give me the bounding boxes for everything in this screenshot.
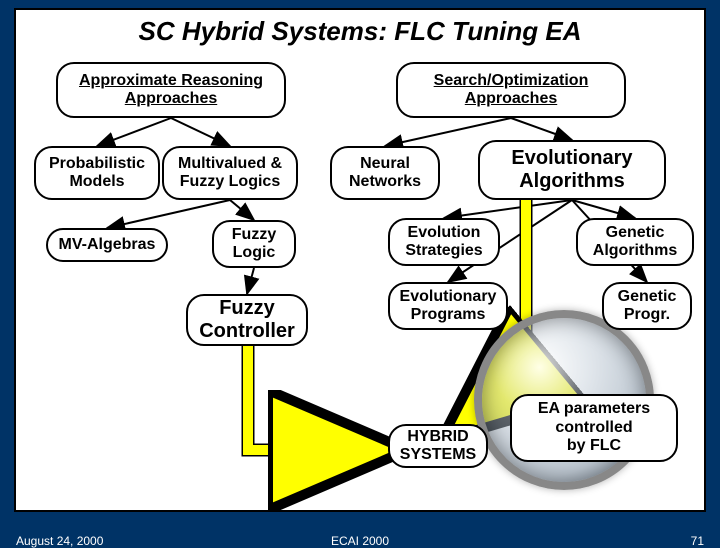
footer-page: 71 bbox=[691, 534, 704, 548]
footer-date: August 24, 2000 bbox=[16, 534, 103, 548]
node-hybrid: HYBRIDSYSTEMS bbox=[388, 424, 488, 468]
node-flogic: FuzzyLogic bbox=[212, 220, 296, 268]
node-prob: ProbabilisticModels bbox=[34, 146, 160, 200]
slide-panel: SC Hybrid Systems: FLC Tuning EA Approxi… bbox=[14, 8, 706, 512]
slide-title: SC Hybrid Systems: FLC Tuning EA bbox=[16, 10, 704, 51]
node-evostrat: EvolutionStrategies bbox=[388, 218, 500, 266]
node-multi: Multivalued &Fuzzy Logics bbox=[162, 146, 298, 200]
node-genalg: GeneticAlgorithms bbox=[576, 218, 694, 266]
node-search: Search/OptimizationApproaches bbox=[396, 62, 626, 118]
node-genprog: GeneticProgr. bbox=[602, 282, 692, 330]
node-fcontrol: FuzzyController bbox=[186, 294, 308, 346]
node-neural: NeuralNetworks bbox=[330, 146, 440, 200]
node-evoalg: EvolutionaryAlgorithms bbox=[478, 140, 666, 200]
node-eaparam: EA parameterscontrolledby FLC bbox=[510, 394, 678, 462]
node-mvalg: MV-Algebras bbox=[46, 228, 168, 262]
node-approx: Approximate ReasoningApproaches bbox=[56, 62, 286, 118]
node-evoprog: EvolutionaryPrograms bbox=[388, 282, 508, 330]
footer-venue: ECAI 2000 bbox=[331, 534, 389, 548]
